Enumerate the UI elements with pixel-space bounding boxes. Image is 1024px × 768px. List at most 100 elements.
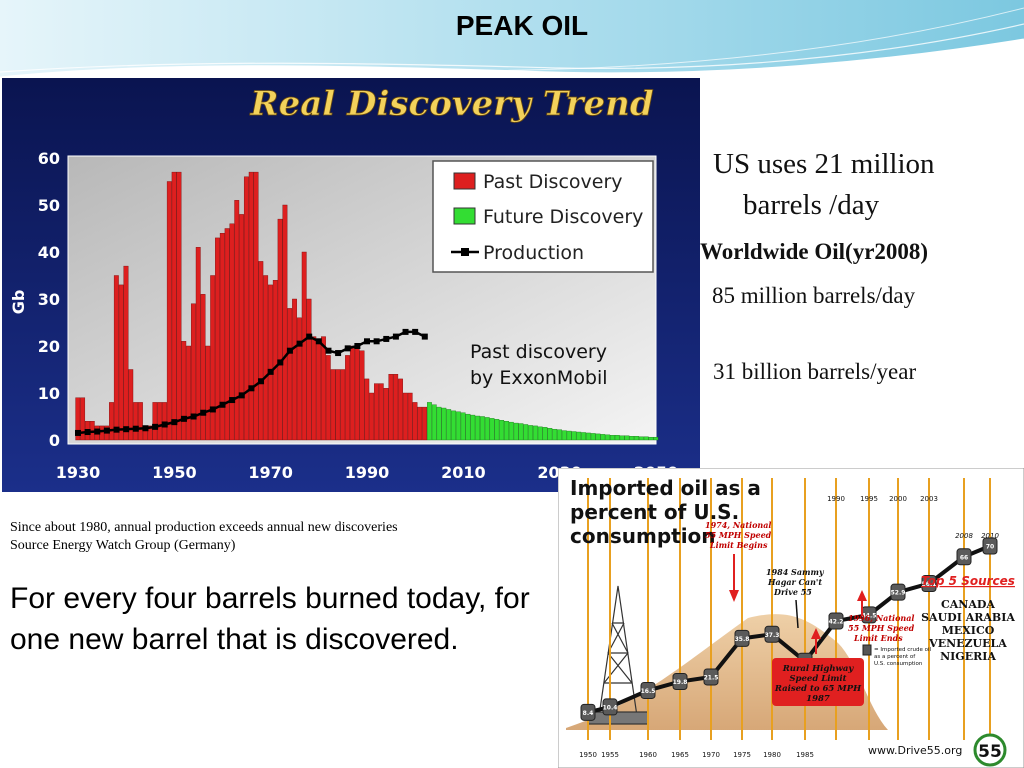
barrel-marker: [703, 668, 719, 686]
chart1-x-tick-label: 1990: [345, 463, 390, 482]
production-point: [171, 419, 178, 426]
past-discovery-bar: [152, 402, 158, 441]
past-discovery-bar: [205, 345, 211, 441]
barrel-marker: [672, 673, 688, 691]
chart1-title: Real Discovery Trend: [249, 84, 654, 124]
drive55-logo-number: 55: [978, 742, 1002, 762]
barrel-data-label: 8.4: [583, 710, 594, 717]
chart2-x-tick-label: 1975: [733, 751, 751, 759]
future-discovery-bar: [465, 413, 471, 441]
past-discovery-bar: [243, 176, 249, 441]
note-line1: Since about 1980, annual production exce…: [10, 520, 398, 535]
chart2-x-tick-label: 1980: [763, 751, 781, 759]
chart2-x-tick-label: 1965: [671, 751, 689, 759]
past-discovery-bar: [80, 397, 86, 441]
past-discovery-bar: [181, 341, 187, 441]
chart1-y-tick-label: 10: [38, 384, 60, 403]
past-discovery-bar: [263, 275, 269, 441]
chart2-title-line3: consumption: [570, 524, 716, 548]
production-point: [267, 368, 274, 375]
future-discovery-bar: [629, 436, 635, 441]
production-point: [315, 338, 322, 345]
chart2-title-line1: Imported oil as a: [570, 476, 761, 500]
future-discovery-bar: [581, 432, 586, 441]
future-discovery-bar: [427, 402, 432, 441]
worldwide-yearly-usage: 31 billion barrels/year: [713, 359, 917, 384]
production-point: [180, 415, 187, 422]
production-point: [94, 428, 101, 435]
barrel-data-label: 56.1: [922, 581, 937, 588]
future-discovery-bar: [571, 431, 577, 441]
production-point: [161, 421, 168, 428]
past-discovery-bar: [407, 392, 413, 441]
four-barrels-statement: For every four barrels burned today, for…: [10, 582, 530, 656]
worldwide-daily-usage: 85 million barrels/day: [712, 283, 916, 308]
production-point: [335, 350, 342, 357]
past-discovery-bar: [354, 345, 360, 441]
production-point: [402, 328, 409, 335]
past-discovery-bar: [200, 294, 206, 441]
future-discovery-bar: [590, 433, 596, 441]
chart2-x-tick-label: 1960: [639, 751, 657, 759]
chart1-x-tick-label: 1930: [56, 463, 101, 482]
barrel-data-label: 37.3: [765, 632, 780, 639]
annotation-1987-box: [772, 658, 864, 706]
barrel-marker: [982, 537, 998, 555]
past-discovery-bar: [190, 303, 196, 441]
chart2-x-tick-label: 1970: [702, 751, 720, 759]
barrel-marker: [640, 681, 656, 699]
future-discovery-bar: [479, 416, 485, 441]
past-discovery-bar: [364, 378, 370, 441]
past-discovery-bar: [417, 406, 423, 441]
production-point: [296, 340, 303, 347]
past-discovery-bar: [292, 298, 297, 441]
past-discovery-bar: [195, 247, 201, 441]
barrel-data-label: 10.4: [603, 704, 618, 711]
production-point: [421, 333, 428, 340]
past-discovery-bar: [306, 298, 312, 441]
production-point: [258, 378, 265, 385]
production-point: [392, 333, 399, 340]
barrel-marker: [921, 575, 937, 593]
barrel-marker: [580, 703, 596, 721]
past-discovery-bar: [186, 345, 192, 441]
chart2-x-tick-label: 1955: [601, 751, 619, 759]
imported-oil-chart: Imported oil as a percent of U.S. consum…: [558, 468, 1024, 768]
past-discovery-bar: [388, 374, 394, 441]
barrel-marker: [956, 548, 972, 566]
future-discovery-bar: [547, 428, 553, 441]
future-discovery-bar: [561, 430, 567, 441]
chart2-title: Imported oil as a percent of U.S. consum…: [570, 476, 761, 548]
production-point: [373, 338, 380, 345]
past-discovery-bar: [176, 171, 182, 441]
top-source-item: VENEZUELA: [928, 637, 1007, 650]
past-discovery-bar: [282, 204, 288, 441]
past-discovery-bar: [311, 336, 317, 441]
production-point: [152, 423, 159, 430]
chart1-y-tick-label: 20: [38, 337, 60, 356]
annotation-1984-line1: 1984 Sammy: [766, 567, 825, 577]
future-discovery-bar: [523, 424, 529, 441]
past-discovery-bar: [398, 378, 403, 441]
future-discovery-bar: [552, 428, 558, 441]
past-discovery-bar: [268, 284, 273, 441]
chart2-legend-line2: as a percent of: [874, 654, 916, 660]
past-discovery-bar: [383, 388, 389, 441]
chart1-legend: Past Discovery Future Discovery Producti…: [432, 160, 654, 273]
legend-label-past-discovery: Past Discovery: [483, 171, 623, 193]
barrel-data-label: 42.2: [829, 619, 844, 626]
past-discovery-bar: [321, 336, 326, 441]
past-discovery-bar: [248, 171, 254, 441]
past-discovery-bar: [215, 237, 220, 441]
production-point: [325, 347, 332, 354]
future-discovery-bar: [441, 407, 447, 441]
past-discovery-bar: [316, 341, 322, 441]
future-discovery-bar: [528, 425, 533, 441]
future-discovery-bar: [585, 432, 591, 441]
future-discovery-bar: [643, 436, 649, 441]
past-discovery-bar: [272, 279, 278, 441]
past-discovery-bar: [340, 369, 346, 441]
past-discovery-bar: [234, 200, 240, 441]
past-discovery-bar: [138, 402, 143, 441]
past-discovery-bar: [374, 383, 379, 441]
